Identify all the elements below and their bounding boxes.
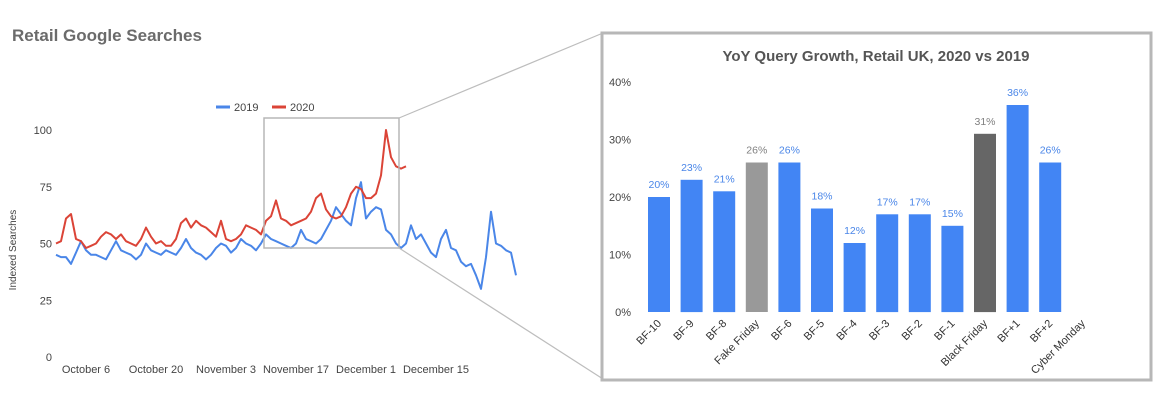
y-tick-label: 100 xyxy=(34,125,52,137)
legend-label-2019: 2019 xyxy=(234,102,258,114)
bar-value-label: 31% xyxy=(974,116,995,128)
bar-value-label: 26% xyxy=(779,145,800,157)
chart-legend: 2019 2020 xyxy=(216,102,314,114)
page-title: Retail Google Searches xyxy=(12,26,202,45)
bar xyxy=(908,214,931,313)
bar-value-label: 20% xyxy=(648,179,669,191)
legend-label-2020: 2020 xyxy=(290,102,314,114)
series-line-2019 xyxy=(55,181,517,290)
y-tick-labels: 0 25 50 75 100 xyxy=(34,125,52,364)
bar-value-label: 12% xyxy=(844,225,865,237)
y-tick-label: 0 xyxy=(46,352,52,364)
x-tick-label: December 1 xyxy=(336,364,396,376)
bar-y-tick-label: 10% xyxy=(609,250,631,262)
bar-value-label: 15% xyxy=(942,208,963,220)
bar-y-tick-label: 20% xyxy=(609,192,631,204)
bar xyxy=(843,243,866,312)
bar xyxy=(974,133,996,313)
bar-value-label: 18% xyxy=(811,191,832,203)
y-tick-label: 25 xyxy=(40,295,52,307)
bar xyxy=(941,225,964,313)
x-tick-labels: October 6 October 20 November 3 November 17… xyxy=(62,364,469,376)
zoom-highlight-box xyxy=(263,117,400,249)
y-axis-label: Indexed Searches xyxy=(8,210,19,291)
y-tick-label: 50 xyxy=(40,239,52,251)
bar-value-labels: 20% 23% 21% 26% 26% 18% 12% 17% 17% 15% 31% 36% 26% xyxy=(648,87,1060,237)
bar xyxy=(1006,105,1029,312)
x-tick-label: October 6 xyxy=(62,364,110,376)
bar xyxy=(1039,162,1062,312)
bar xyxy=(713,191,736,313)
zoom-connector-top xyxy=(398,32,604,119)
bar-value-label: 21% xyxy=(714,173,735,185)
bar-y-tick-labels: 0% 10% 20% 30% 40% xyxy=(609,77,631,319)
bar-y-tick-label: 30% xyxy=(609,135,631,147)
series-line-2020 xyxy=(55,129,407,249)
bar-value-label: 17% xyxy=(909,196,930,208)
bar xyxy=(876,214,899,313)
bar xyxy=(680,179,703,313)
bar-y-tick-label: 40% xyxy=(609,77,631,89)
x-tick-label: November 3 xyxy=(196,364,256,376)
bars-group xyxy=(648,105,1062,313)
bar-chart-title: YoY Query Growth, Retail UK, 2020 vs 201… xyxy=(722,48,1029,65)
bar-y-tick-label: 0% xyxy=(615,307,631,319)
bar xyxy=(745,162,768,312)
x-tick-label: December 15 xyxy=(403,364,469,376)
bar xyxy=(778,162,801,312)
bar-value-label: 17% xyxy=(877,196,898,208)
bar-value-label: 36% xyxy=(1007,87,1028,99)
bar-chart: YoY Query Growth, Retail UK, 2020 vs 201… xyxy=(600,31,1153,382)
bar xyxy=(811,208,833,312)
bar-value-label: 23% xyxy=(681,162,702,174)
x-tick-label: October 20 xyxy=(129,364,183,376)
x-tick-label: November 17 xyxy=(263,364,329,376)
y-tick-label: 75 xyxy=(40,182,52,194)
bar-value-label: 26% xyxy=(746,145,767,157)
bar-value-label: 26% xyxy=(1040,145,1061,157)
line-series-group xyxy=(55,129,517,290)
zoom-connector-bottom xyxy=(398,247,604,380)
bar xyxy=(648,197,670,312)
